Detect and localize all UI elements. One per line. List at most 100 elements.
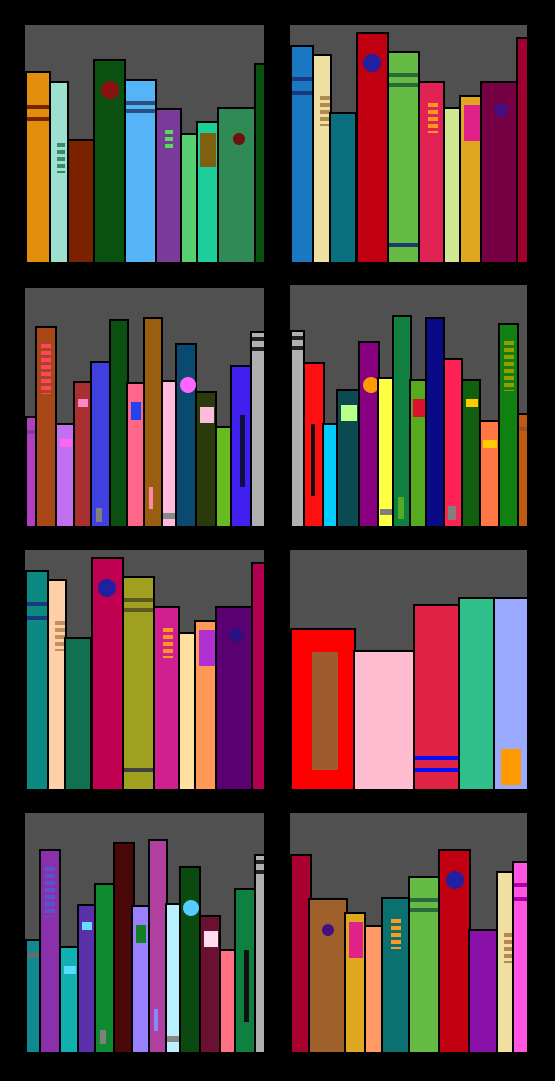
book-spine-icon bbox=[413, 604, 460, 791]
spine-stripe-icon bbox=[256, 870, 264, 874]
spine-stripe-icon bbox=[514, 883, 527, 887]
spine-emblem-icon bbox=[163, 513, 177, 519]
spine-emblem-icon bbox=[494, 103, 508, 117]
book-spine-icon bbox=[234, 888, 256, 1054]
spine-stripe-icon bbox=[256, 860, 264, 864]
spine-stripe-icon bbox=[292, 77, 312, 81]
book-spine-icon bbox=[64, 637, 92, 791]
spine-stripe-icon bbox=[27, 117, 49, 121]
shelf-5 bbox=[25, 550, 264, 791]
spine-glyph-icon bbox=[163, 628, 173, 658]
spine-stripe-icon bbox=[389, 243, 418, 247]
spine-emblem-icon bbox=[78, 399, 88, 407]
spine-emblem-icon bbox=[349, 922, 363, 958]
book-spine-icon bbox=[230, 365, 252, 528]
book-spine-icon bbox=[153, 606, 180, 791]
spine-emblem-icon bbox=[101, 81, 119, 99]
book-spine-icon bbox=[512, 861, 527, 1054]
spine-emblem-icon bbox=[180, 377, 196, 393]
book-spine-icon bbox=[290, 45, 314, 264]
spine-stripe-icon bbox=[252, 347, 264, 351]
spine-emblem-icon bbox=[183, 900, 199, 916]
book-spine-icon bbox=[25, 71, 51, 264]
book-spine-icon bbox=[356, 32, 389, 264]
spine-stripe-icon bbox=[292, 91, 312, 95]
spine-emblem-icon bbox=[204, 931, 218, 947]
spine-stripe-icon bbox=[27, 105, 49, 109]
book-spine-icon bbox=[254, 854, 264, 1054]
spine-stripe-icon bbox=[389, 83, 418, 87]
spine-stripe-icon bbox=[389, 73, 418, 77]
spine-stripe-icon bbox=[124, 768, 153, 772]
book-spine-icon bbox=[217, 107, 256, 264]
book-spine-icon bbox=[498, 323, 519, 528]
spine-emblem-icon bbox=[199, 630, 215, 666]
shelf-8 bbox=[290, 813, 527, 1054]
book-spine-icon bbox=[344, 912, 366, 1054]
book-spine-icon bbox=[517, 413, 527, 528]
book-spine-icon bbox=[516, 37, 527, 264]
spine-stripe-icon bbox=[514, 897, 527, 901]
spine-emblem-icon bbox=[167, 1036, 181, 1042]
spine-glyph-icon bbox=[320, 96, 330, 126]
spine-emblem-icon bbox=[136, 925, 146, 943]
book-spine-icon bbox=[175, 343, 197, 528]
book-spine-icon bbox=[196, 121, 219, 264]
book-spine-icon bbox=[39, 849, 61, 1054]
book-spine-icon bbox=[143, 317, 163, 528]
book-spine-icon bbox=[493, 597, 527, 791]
book-spine-icon bbox=[94, 883, 116, 1054]
spine-emblem-icon bbox=[200, 407, 214, 423]
book-spine-icon bbox=[250, 331, 264, 528]
spine-emblem-icon bbox=[96, 508, 102, 522]
spine-glyph-icon bbox=[41, 344, 51, 394]
shelf-6 bbox=[290, 550, 527, 791]
book-spine-icon bbox=[336, 389, 360, 528]
spine-emblem-icon bbox=[149, 487, 153, 509]
book-spine-icon bbox=[479, 420, 500, 528]
book-spine-icon bbox=[199, 915, 221, 1054]
spine-stripe-icon bbox=[410, 898, 440, 902]
spine-stripe-icon bbox=[415, 756, 458, 760]
book-spine-icon bbox=[459, 95, 483, 264]
spine-emblem-icon bbox=[413, 399, 425, 417]
spine-glyph-icon bbox=[55, 621, 65, 651]
spine-emblem-icon bbox=[363, 377, 379, 393]
spine-emblem-icon bbox=[233, 133, 245, 145]
book-spine-icon bbox=[468, 929, 500, 1054]
spine-emblem-icon bbox=[229, 628, 243, 642]
book-spine-icon bbox=[194, 620, 218, 791]
shelf-4 bbox=[290, 285, 527, 528]
spine-glyph-icon bbox=[504, 341, 514, 391]
book-spine-icon bbox=[67, 139, 95, 264]
spine-glyph-icon bbox=[391, 919, 401, 949]
book-spine-icon bbox=[408, 876, 442, 1054]
spine-emblem-icon bbox=[483, 440, 497, 448]
book-spine-icon bbox=[25, 570, 49, 791]
book-spine-icon bbox=[329, 112, 357, 264]
spine-stripe-icon bbox=[126, 109, 155, 113]
book-spine-icon bbox=[215, 606, 253, 791]
spine-emblem-icon bbox=[98, 579, 116, 597]
spine-glyph-icon bbox=[45, 867, 55, 917]
book-spine-icon bbox=[55, 423, 75, 528]
spine-emblem-icon bbox=[448, 506, 456, 520]
spine-emblem-icon bbox=[398, 497, 404, 519]
book-spine-icon bbox=[418, 81, 445, 264]
spine-glyph-icon bbox=[504, 933, 512, 963]
shelf-1 bbox=[25, 25, 264, 264]
shelf-2 bbox=[290, 25, 527, 264]
spine-stripe-icon bbox=[292, 346, 303, 350]
spine-emblem-icon bbox=[82, 922, 92, 930]
book-spine-icon bbox=[93, 59, 126, 264]
spine-stripe-icon bbox=[292, 336, 303, 340]
spine-stripe-icon bbox=[126, 101, 155, 105]
spine-emblem-icon bbox=[311, 424, 315, 496]
spine-glyph-icon bbox=[165, 130, 173, 148]
spine-emblem-icon bbox=[363, 54, 381, 72]
spine-emblem-icon bbox=[446, 871, 464, 889]
book-spine-icon bbox=[438, 849, 471, 1054]
spine-stripe-icon bbox=[124, 608, 153, 612]
spine-stripe-icon bbox=[27, 616, 47, 620]
book-spine-icon bbox=[124, 79, 157, 264]
